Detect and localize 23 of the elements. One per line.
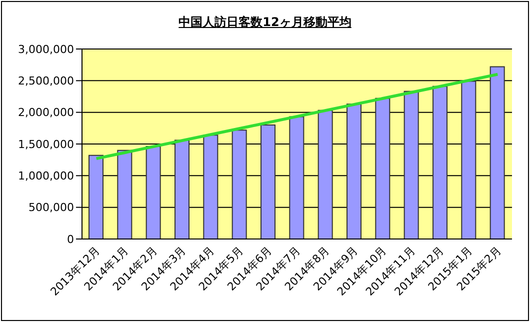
bar	[289, 116, 304, 239]
bar	[174, 140, 190, 239]
bar	[490, 66, 505, 239]
bar	[461, 80, 476, 239]
y-tick-label: 0	[67, 232, 74, 246]
y-tick-label: 2,500,000	[18, 74, 74, 88]
bar	[146, 146, 161, 239]
chart-title: 中国人訪日客数12ヶ月移動平均	[178, 14, 352, 31]
y-tick-label: 500,000	[28, 201, 74, 214]
bar	[117, 150, 132, 239]
y-tick-label: 1,500,000	[18, 138, 74, 151]
y-tick-label: 3,000,000	[18, 42, 74, 56]
bar	[260, 124, 276, 239]
bar	[346, 104, 362, 239]
bar	[375, 98, 390, 239]
bar	[88, 154, 104, 239]
y-tick-label: 2,000,000	[18, 106, 74, 120]
y-tick-label: 1,000,000	[18, 170, 74, 183]
bar	[432, 86, 448, 239]
bar	[203, 134, 218, 239]
bar	[404, 90, 419, 239]
bar	[318, 110, 333, 239]
bar	[232, 130, 247, 239]
